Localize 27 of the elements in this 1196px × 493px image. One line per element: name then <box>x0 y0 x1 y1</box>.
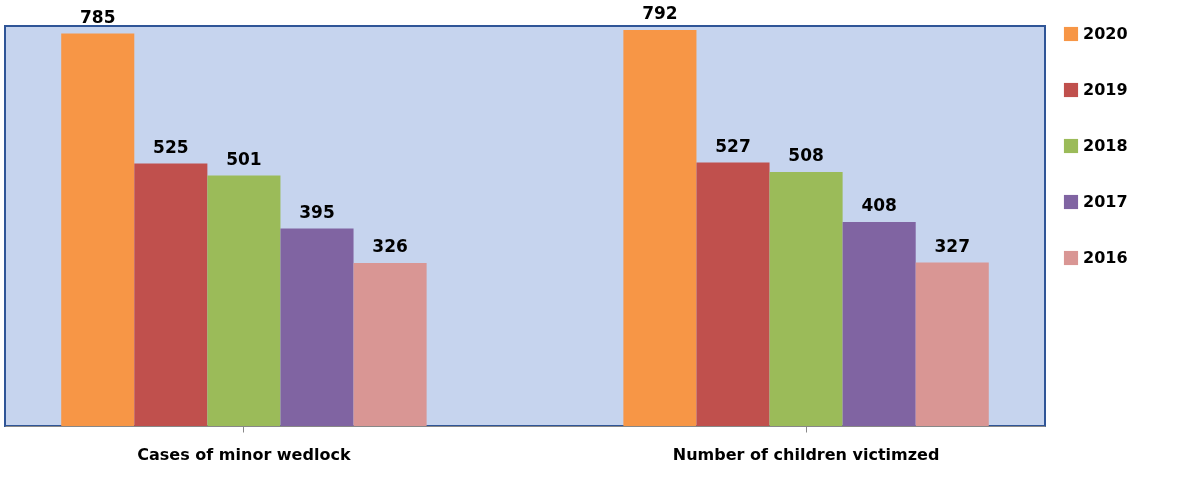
data-label: 501 <box>226 148 262 169</box>
legend-label: 2017 <box>1083 192 1128 211</box>
bar <box>696 162 770 426</box>
legend-label: 2019 <box>1083 80 1128 99</box>
bar <box>769 172 843 426</box>
data-label: 408 <box>861 195 897 215</box>
data-label: 525 <box>153 136 189 157</box>
data-label: 327 <box>934 235 970 256</box>
legend-label: 2016 <box>1083 248 1128 267</box>
data-label: 792 <box>642 3 678 23</box>
legend-label: 2020 <box>1083 24 1128 43</box>
legend-label: 2018 <box>1083 136 1128 155</box>
bar <box>61 33 135 426</box>
bar <box>915 262 989 426</box>
data-label: 395 <box>299 201 335 222</box>
data-label: 326 <box>372 236 408 256</box>
x-tick-label: Cases of minor wedlock <box>137 444 351 464</box>
data-label: 785 <box>80 6 116 27</box>
data-label: 527 <box>715 135 751 156</box>
bar <box>207 175 281 426</box>
bar <box>134 163 208 426</box>
x-tick-label: Number of children victimzed <box>672 444 940 464</box>
bar <box>353 263 427 426</box>
bar <box>842 222 916 426</box>
data-label: 508 <box>788 145 824 165</box>
bar <box>623 30 697 426</box>
bar <box>280 228 354 426</box>
